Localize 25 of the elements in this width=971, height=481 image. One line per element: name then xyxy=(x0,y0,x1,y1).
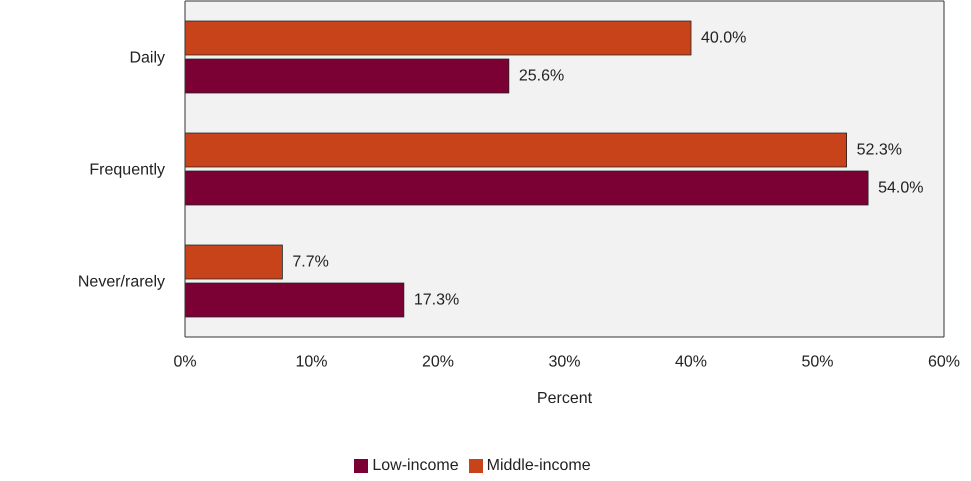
data-label: 54.0% xyxy=(878,180,924,196)
data-label: 40.0% xyxy=(701,30,746,46)
bar xyxy=(185,244,283,280)
bar xyxy=(185,170,868,206)
y-tick-label: Never/rarely xyxy=(78,274,165,291)
x-tick-label: 50% xyxy=(801,353,834,370)
bar xyxy=(185,20,692,56)
x-tick-label: 30% xyxy=(548,353,581,370)
x-tick-label: 10% xyxy=(295,353,328,370)
legend-label: Middle-income xyxy=(486,457,591,474)
x-tick-label: 60% xyxy=(928,353,960,370)
bar xyxy=(185,132,847,168)
data-label: 52.3% xyxy=(856,142,902,158)
x-tick-label: 20% xyxy=(422,353,454,370)
bar xyxy=(185,282,404,318)
y-tick-label: Frequently xyxy=(89,162,165,179)
x-tick-label: 0% xyxy=(173,353,197,370)
x-axis-title: Percent xyxy=(536,390,593,407)
bar xyxy=(185,58,510,94)
x-tick-label: 40% xyxy=(674,353,708,370)
y-tick-label: Daily xyxy=(129,50,165,67)
data-label: 7.7% xyxy=(292,254,329,270)
data-label: 25.6% xyxy=(518,68,564,84)
data-label: 17.3% xyxy=(414,292,460,308)
legend-label: Low-income xyxy=(372,457,459,474)
